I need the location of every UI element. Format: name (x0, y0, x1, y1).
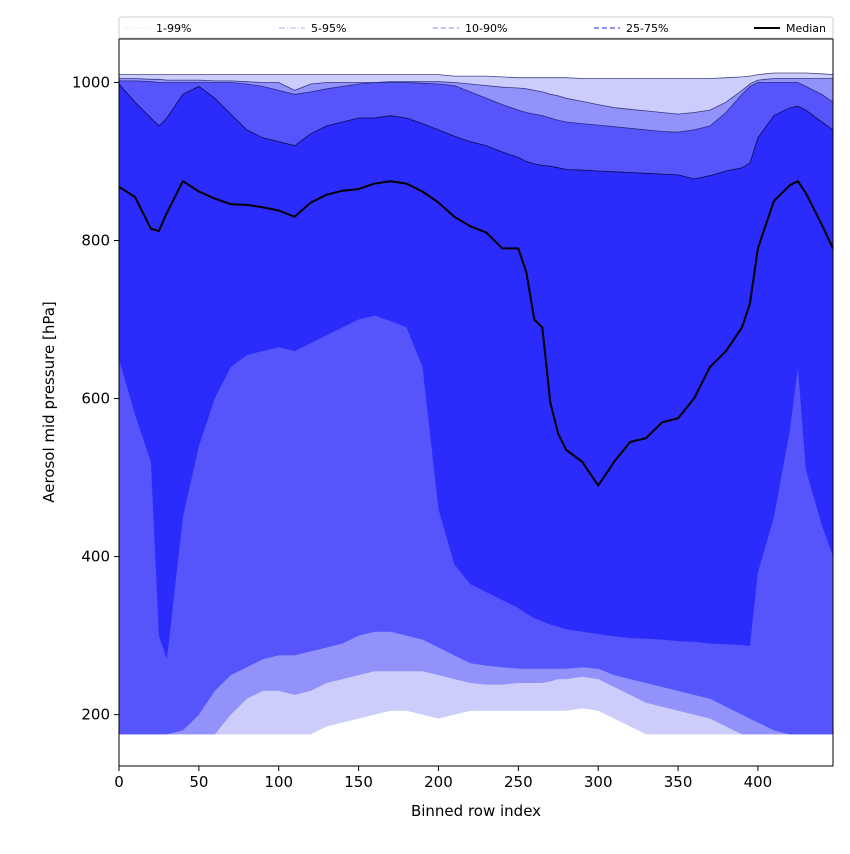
legend-box (118, 16, 834, 39)
y-tick-label: 1000 (72, 73, 110, 91)
x-tick-label: 0 (114, 773, 124, 791)
x-ticks: 0 50 100 150 200 250 300 350 400 (114, 766, 772, 791)
y-tick-label: 400 (81, 548, 110, 566)
x-tick-label: 150 (344, 773, 373, 791)
y-tick-label: 600 (81, 390, 110, 408)
x-tick-label: 100 (264, 773, 293, 791)
y-axis-label: Aerosol mid pressure [hPa] (40, 301, 58, 503)
median-line (118, 180, 834, 487)
legend-label: Median (786, 22, 826, 35)
legend-label: 10-90% (465, 22, 507, 35)
y-tick-label: 200 (81, 706, 110, 724)
bands-layer (118, 72, 834, 735)
band-25-75% (119, 84, 833, 660)
plot-frame (118, 38, 834, 767)
band-upper-edge-5-95% (119, 78, 833, 115)
legend: 1-99% 5-95% 10-90% 25-75% Median (118, 16, 834, 39)
band-upper-edge-10-90% (119, 80, 834, 133)
x-tick-label: 50 (189, 773, 208, 791)
x-tick-label: 200 (424, 773, 453, 791)
median-layer (118, 180, 834, 487)
x-axis-label: Binned row index (411, 802, 541, 820)
legend-label: 5-95% (311, 22, 346, 35)
legend-label: 25-75% (626, 22, 668, 35)
band-upper-edge-1-99% (119, 72, 834, 79)
x-tick-label: 350 (664, 773, 693, 791)
band-upper-edge-25-75% (118, 83, 834, 180)
x-tick-label: 250 (504, 773, 533, 791)
legend-label: 1-99% (156, 22, 191, 35)
y-tick-label: 800 (81, 232, 110, 250)
y-ticks: 200 400 600 800 1000 (72, 73, 119, 724)
x-tick-label: 400 (744, 773, 773, 791)
x-tick-label: 300 (584, 773, 613, 791)
